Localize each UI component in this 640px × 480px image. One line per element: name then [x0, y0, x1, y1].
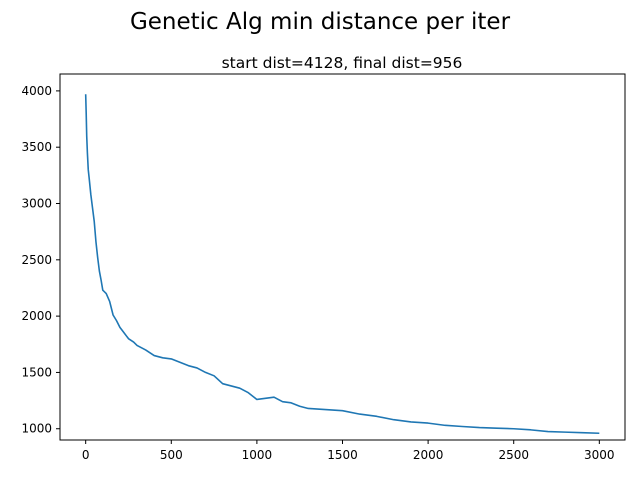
y-tick-label: 3500 [21, 140, 52, 154]
x-tick-label: 2000 [413, 448, 444, 462]
x-axis-ticks: 0 500 1000 1500 2000 2500 3000 [82, 440, 615, 462]
x-tick-label: 1000 [242, 448, 273, 462]
y-tick-label: 2500 [21, 253, 52, 267]
x-tick-label: 2500 [498, 448, 529, 462]
y-tick-label: 4000 [21, 84, 52, 98]
axes-frame [59, 73, 626, 441]
y-axis-ticks: 1000 1500 2000 2500 3000 3500 4000 [21, 84, 60, 436]
y-tick-label: 2000 [21, 309, 52, 323]
y-tick-label: 3000 [21, 197, 52, 211]
figure-title: Genetic Alg min distance per iter [130, 9, 511, 35]
x-tick-label: 0 [82, 448, 90, 462]
x-tick-label: 500 [160, 448, 183, 462]
y-tick-label: 1500 [21, 365, 52, 379]
x-tick-label: 1500 [327, 448, 358, 462]
plot-area [84, 94, 600, 435]
series-line-0 [84, 94, 600, 435]
axes-title: start dist=4128, final dist=956 [222, 54, 463, 72]
x-tick-label: 3000 [584, 448, 615, 462]
y-tick-label: 1000 [21, 422, 52, 436]
